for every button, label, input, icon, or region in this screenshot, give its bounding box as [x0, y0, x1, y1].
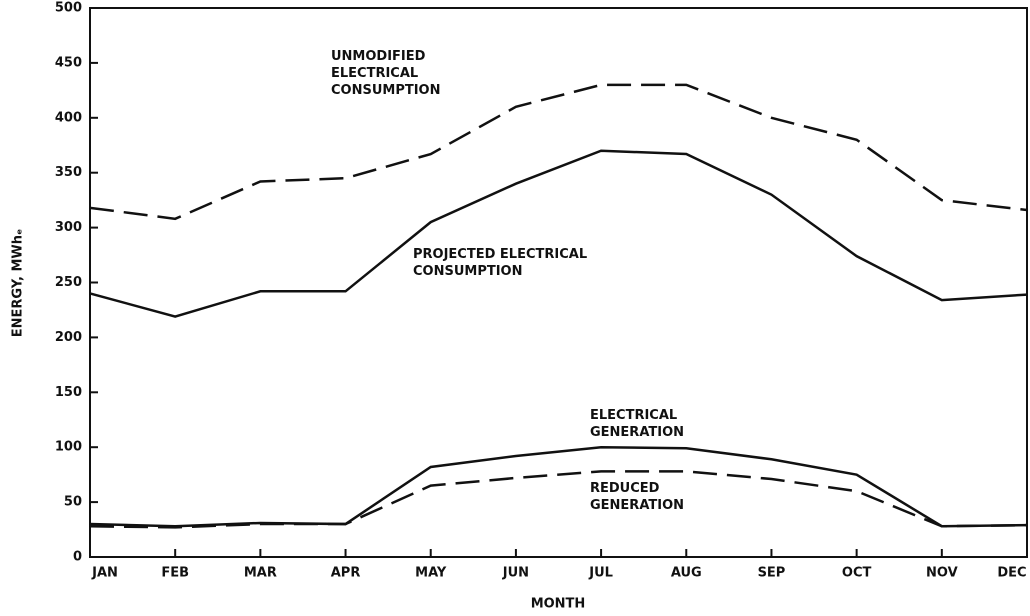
x-tick-label: NOV [926, 566, 958, 581]
x-tick-label: AUG [671, 566, 702, 581]
y-tick-label: 350 [55, 165, 82, 180]
y-tick-label: 200 [55, 330, 82, 345]
y-tick-label: 450 [55, 55, 82, 70]
x-axis-label: MONTH [531, 597, 586, 612]
series-label: UNMODIFIED ELECTRICAL CONSUMPTION [331, 49, 441, 98]
y-axis-label: ENERGY, MWhₑ [11, 229, 26, 338]
x-tick-label: FEB [161, 566, 189, 581]
series-line [89, 149, 1028, 318]
y-tick-label: 0 [73, 550, 82, 565]
x-tick-label: JUN [502, 566, 529, 581]
y-tick-label: 150 [55, 385, 82, 400]
series-line [89, 470, 1028, 529]
series-label: REDUCED GENERATION [590, 481, 684, 513]
x-tick-label: SEP [758, 566, 786, 581]
x-tick-label: OCT [842, 566, 872, 581]
x-tick-label: APR [331, 566, 361, 581]
y-tick-label: 100 [55, 440, 82, 455]
y-tick-label: 400 [55, 110, 82, 125]
x-tick-label: MAR [244, 566, 277, 581]
x-tick-label: DEC [997, 566, 1026, 581]
y-tick-label: 50 [64, 495, 82, 510]
series-line [89, 83, 1028, 221]
series-label: PROJECTED ELECTRICAL CONSUMPTION [413, 247, 592, 279]
x-tick-label: JUL [588, 566, 613, 581]
x-tick-label: MAY [415, 566, 447, 581]
x-tick-label: JAN [91, 566, 118, 581]
series-label: ELECTRICAL GENERATION [590, 408, 684, 440]
y-tick-label: 250 [55, 275, 82, 290]
y-tick-label: 500 [55, 1, 82, 16]
series-line [89, 445, 1028, 528]
y-tick-label: 300 [55, 220, 82, 235]
